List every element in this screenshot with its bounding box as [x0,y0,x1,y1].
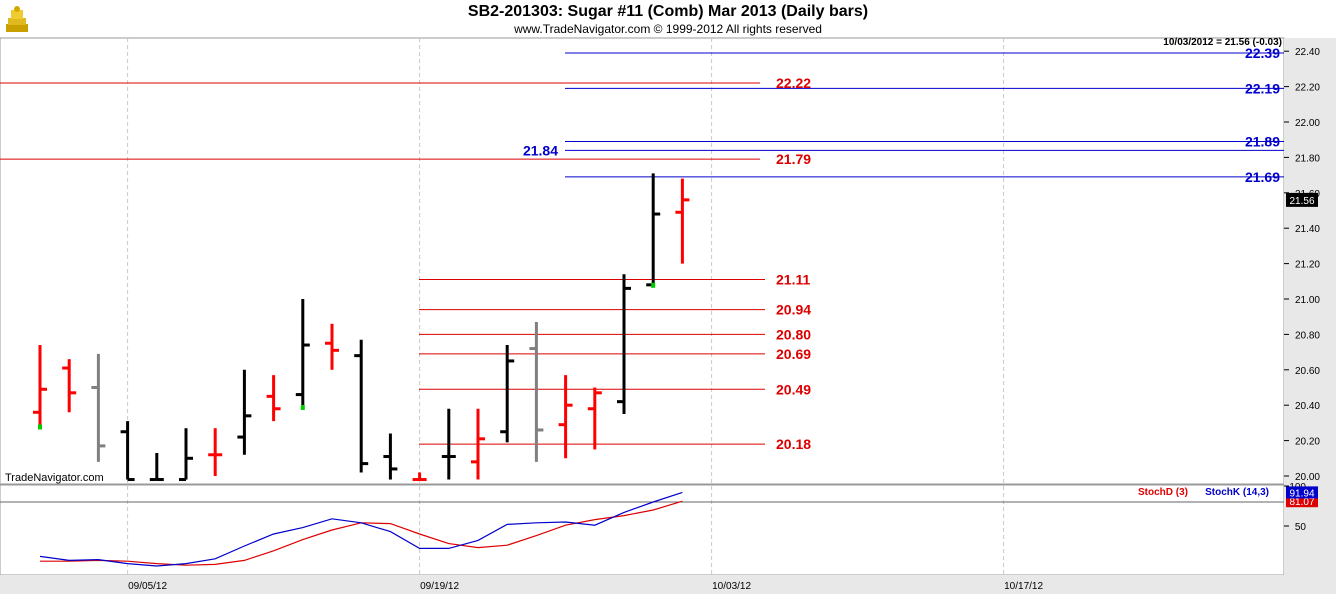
level-label: 20.94 [776,302,811,318]
last-price-label: 21.56 [1289,196,1314,207]
stop-marker [651,282,656,288]
stoch-value-label: 91.94 [1289,488,1314,499]
axes-layer: 09/05/12 09/19/12 10/03/12 10/17/12 20.00 20.… [128,47,1320,592]
price-tick-label: 22.20 [1295,83,1320,94]
level-label: 20.18 [776,436,811,452]
chart-title: SB2-201303: Sugar #11 (Comb) Mar 2013 (D… [467,3,869,20]
price-tick-label: 21.80 [1295,153,1320,164]
price-tick-label: 20.40 [1295,401,1320,412]
price-tick-label: 20.20 [1295,437,1320,448]
stochastic-layer: StochD (3) StochK (14,3) [0,487,1284,567]
chart-header: SB2-201303: Sugar #11 (Comb) Mar 2013 (D… [0,0,1336,38]
price-tick-label: 20.00 [1295,472,1320,483]
last-price-badge [1286,192,1318,207]
stoch-tick-label: 50 [1295,522,1307,533]
level-label: 22.39 [1245,45,1280,61]
value-axis-strip [1284,38,1336,575]
level-label: 20.49 [776,381,811,397]
level-label: 21.89 [1245,133,1280,149]
level-label: 21.69 [1245,169,1280,185]
date-tick-label: 09/19/12 [420,581,459,592]
stoch-legend-entry: StochD (3) [1138,487,1188,498]
stop-marker [300,404,305,410]
price-tick-label: 21.20 [1295,260,1320,271]
level-label: 21.11 [776,272,810,288]
price-tick-label: 21.40 [1295,224,1320,235]
price-tick-label: 20.80 [1295,330,1320,341]
level-label: 21.79 [776,151,811,167]
stoch-series-line [39,491,683,567]
level-label: 21.84 [523,142,558,158]
level-label: 22.22 [776,75,811,91]
stoch-panel-frame [0,484,1285,576]
price-panel-frame [0,37,1285,485]
price-tick-label: 22.00 [1295,118,1320,129]
levels-layer: 22.39 22.19 21.89 21.84 21.69 22.22 21.79 21.11… [0,45,1284,452]
stoch-value-badge [1286,486,1318,499]
price-tick-label: 21.00 [1295,295,1320,306]
level-label: 20.69 [776,346,811,362]
stoch-legend-entry: StochK (14,3) [1205,487,1269,498]
quote-label: 10/03/2012 = 21.56 (-0.03) [1163,37,1282,48]
stop-marker [38,424,42,430]
grid-layer [0,37,1336,594]
watermark: TradeNavigator.com [5,472,104,484]
date-tick-label: 10/03/12 [712,581,751,592]
treasure-chest-icon [6,6,28,32]
level-label: 22.19 [1245,80,1280,96]
price-tick-label: 20.60 [1295,366,1320,377]
stoch-value-label: 81.07 [1289,497,1314,508]
date-tick-label: 10/17/12 [1004,581,1043,592]
level-label: 20.80 [776,326,811,342]
bars-layer [33,173,690,482]
date-axis-strip [0,575,1336,594]
price-tick-label: 22.40 [1295,47,1320,58]
copyright-subtitle: www.TradeNavigator.com © 1999-2012 All r… [514,22,822,36]
date-tick-label: 09/05/12 [128,581,167,592]
